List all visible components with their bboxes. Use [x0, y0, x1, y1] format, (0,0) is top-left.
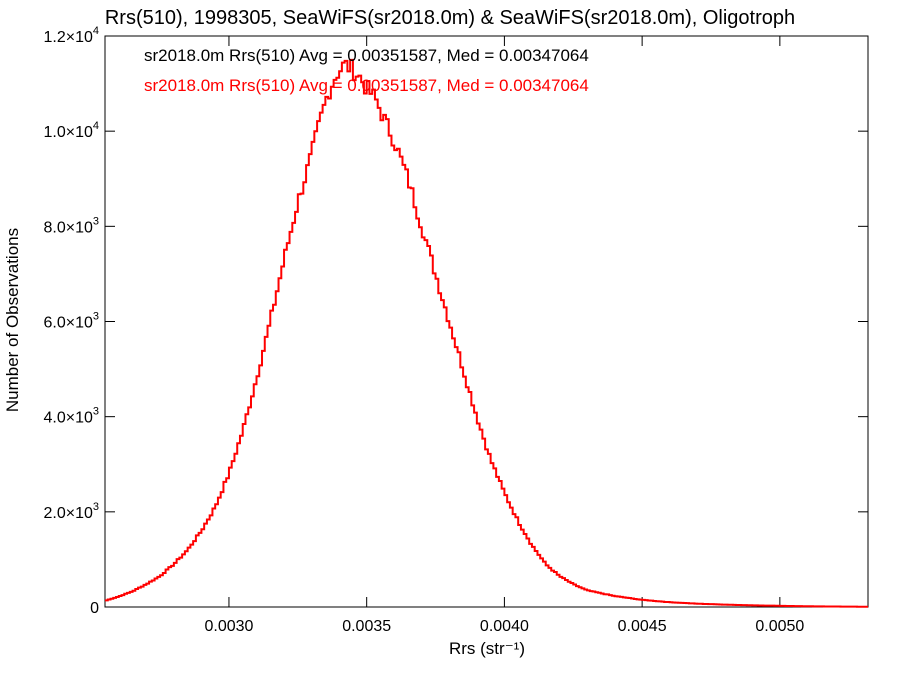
chart-title: Rrs(510), 1998305, SeaWiFS(sr2018.0m) & …: [105, 7, 795, 29]
x-axis: 0.0030 0.0035 0.0040 0.0045 0.0050: [204, 36, 804, 635]
y-tick-exponent: 3: [93, 501, 99, 513]
y-tick-label: 4.0×103: [43, 406, 99, 427]
y-tick-label: 0: [90, 600, 99, 617]
y-tick-label: 1.2×104: [43, 25, 99, 46]
legend-entry-black: sr2018.0m Rrs(510) Avg = 0.00351587, Med…: [144, 46, 589, 65]
y-tick-mantissa: 8.0×10: [43, 219, 92, 236]
legend-entry-red: sr2018.0m Rrs(510) Avg = 0.00351587, Med…: [144, 76, 589, 95]
y-tick-mantissa: 0: [90, 600, 99, 617]
plot-area-frame: [104, 35, 869, 608]
y-tick-exponent: 3: [93, 311, 99, 323]
y-tick-label: 8.0×103: [43, 215, 99, 236]
series-group: [105, 58, 868, 608]
x-tick-label: 0.0045: [618, 618, 667, 635]
y-tick-exponent: 4: [93, 25, 99, 37]
y-tick-mantissa: 4.0×10: [43, 410, 92, 427]
y-tick-mantissa: 1.2×10: [43, 29, 92, 46]
y-tick-exponent: 3: [93, 406, 99, 418]
y-tick-label: 6.0×103: [43, 311, 99, 332]
histogram-series-line: [105, 58, 868, 608]
x-tick-label: 0.0040: [480, 618, 529, 635]
y-axis-label: Number of Observations: [3, 228, 22, 412]
y-tick-label: 2.0×103: [43, 501, 99, 522]
x-tick-label: 0.0030: [204, 618, 253, 635]
y-tick-exponent: 4: [93, 120, 99, 132]
y-tick-exponent: 3: [93, 215, 99, 227]
y-axis: 02.0×1034.0×1036.0×1038.0×1031.0×1041.2×…: [43, 25, 868, 617]
y-tick-label: 1.0×104: [43, 120, 99, 141]
y-tick-mantissa: 2.0×10: [43, 505, 92, 522]
x-tick-label: 0.0050: [755, 618, 804, 635]
y-tick-mantissa: 6.0×10: [43, 315, 92, 332]
x-axis-label: Rrs (str⁻¹): [449, 639, 525, 658]
y-tick-mantissa: 1.0×10: [43, 124, 92, 141]
x-tick-label: 0.0035: [342, 618, 391, 635]
